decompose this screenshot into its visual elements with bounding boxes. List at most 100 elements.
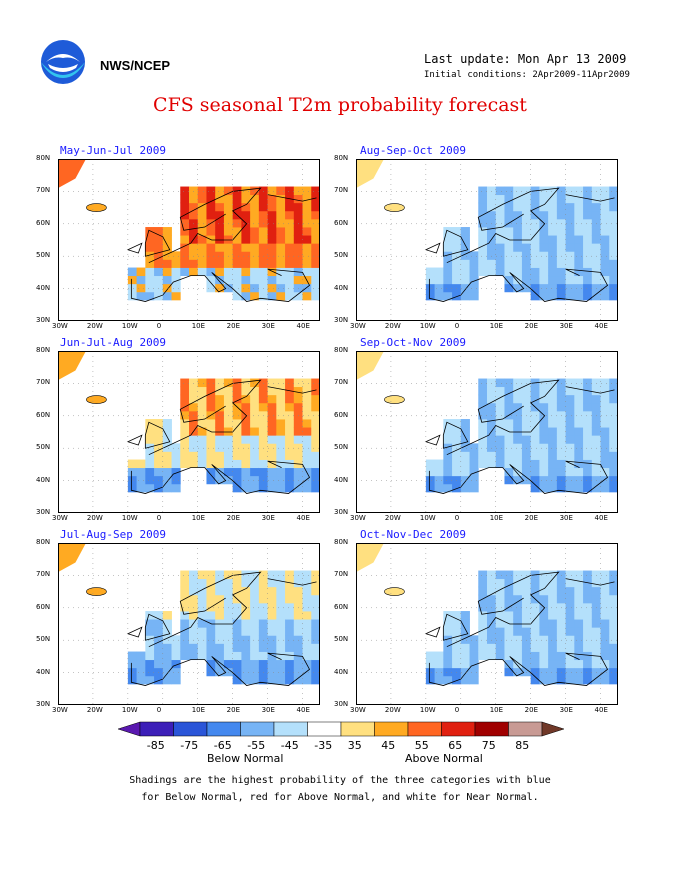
probability-cell xyxy=(136,291,146,301)
probability-cell xyxy=(495,243,505,252)
probability-cell xyxy=(469,443,479,452)
probability-cell xyxy=(434,275,444,285)
probability-cell xyxy=(495,594,505,604)
probability-cell xyxy=(565,635,575,644)
probability-cell xyxy=(530,202,540,212)
probability-cell xyxy=(574,410,584,420)
probability-cell xyxy=(452,243,462,252)
colorbar-tick-label: -85 xyxy=(146,739,165,752)
probability-cell xyxy=(460,267,470,277)
probability-cell xyxy=(539,202,549,212)
probability-cell xyxy=(591,386,601,396)
probability-cell xyxy=(513,443,523,452)
probability-cell xyxy=(539,570,549,580)
probability-cell xyxy=(302,570,312,580)
probability-cell xyxy=(539,291,549,301)
probability-cell xyxy=(276,227,286,236)
probability-cell xyxy=(521,235,532,244)
probability-cell xyxy=(302,451,312,460)
lon-tick-label: 20E xyxy=(524,322,538,330)
iceland xyxy=(384,203,405,212)
probability-cell xyxy=(513,186,523,196)
probability-cell xyxy=(478,410,488,420)
probability-cell xyxy=(293,194,303,204)
lon-tick-label: 10W xyxy=(419,322,436,330)
probability-cell xyxy=(197,459,207,469)
probability-cell xyxy=(223,602,234,612)
probability-cell xyxy=(197,235,207,244)
probability-cell xyxy=(232,394,242,404)
probability-cell xyxy=(504,570,514,580)
probability-cell xyxy=(258,275,268,285)
probability-cell xyxy=(548,667,558,677)
probability-cell xyxy=(293,275,303,285)
probability-cell xyxy=(600,475,610,485)
probability-cell xyxy=(302,227,312,236)
probability-cell xyxy=(487,218,497,228)
probability-cell xyxy=(241,467,251,477)
probability-cell xyxy=(600,586,610,596)
probability-cell xyxy=(145,427,155,436)
probability-cell xyxy=(548,435,558,444)
probability-cell xyxy=(223,394,234,404)
probability-cell xyxy=(609,643,618,652)
probability-cell xyxy=(302,627,312,636)
probability-cell xyxy=(443,275,453,285)
probability-cell xyxy=(197,267,207,277)
probability-cell xyxy=(521,627,532,636)
probability-cell xyxy=(311,202,320,212)
probability-cell xyxy=(591,467,601,477)
probability-cell xyxy=(530,235,540,244)
probability-cell xyxy=(241,427,251,436)
probability-cell xyxy=(162,235,172,244)
probability-cell xyxy=(241,186,251,196)
lat-tick-label: 50N xyxy=(36,251,51,260)
probability-cell xyxy=(583,291,593,301)
probability-cell xyxy=(548,283,558,293)
probability-cell xyxy=(276,267,286,277)
probability-cell xyxy=(521,643,532,652)
probability-cell xyxy=(276,443,286,452)
probability-cell xyxy=(136,283,146,293)
lat-tick-label: 30N xyxy=(334,508,349,516)
probability-cell xyxy=(250,194,260,204)
probability-cell xyxy=(487,459,497,469)
probability-cell xyxy=(293,467,303,477)
probability-cell xyxy=(276,675,286,685)
probability-cell xyxy=(513,570,523,580)
probability-cell xyxy=(556,259,566,268)
probability-cell xyxy=(495,186,505,196)
probability-cell xyxy=(443,651,453,661)
probability-cell xyxy=(591,202,601,212)
probability-cell xyxy=(574,594,584,604)
probability-cell xyxy=(434,283,444,293)
probability-cell xyxy=(548,210,558,220)
probability-cell xyxy=(223,451,234,460)
probability-cell xyxy=(267,586,277,596)
probability-cell xyxy=(487,386,497,396)
probability-cell xyxy=(574,435,584,444)
probability-cell xyxy=(600,659,610,669)
probability-cell xyxy=(311,586,320,596)
probability-cell xyxy=(241,570,251,580)
probability-cell xyxy=(487,451,497,460)
lat-tick-label: 30N xyxy=(334,700,349,708)
probability-cell xyxy=(241,475,251,485)
probability-cell xyxy=(583,427,593,436)
probability-cell xyxy=(521,186,532,196)
probability-cell xyxy=(206,586,216,596)
probability-cell xyxy=(302,259,312,268)
probability-cell xyxy=(302,586,312,596)
probability-cell xyxy=(223,283,234,293)
probability-cell xyxy=(267,419,277,428)
probability-cell xyxy=(521,267,532,277)
probability-cell xyxy=(311,594,320,604)
probability-cell xyxy=(530,627,540,636)
lat-tick-label: 70N xyxy=(334,378,349,387)
probability-cell xyxy=(548,643,558,652)
probability-cell xyxy=(250,635,260,644)
probability-cell xyxy=(302,635,312,644)
probability-cell xyxy=(556,394,566,404)
probability-cell xyxy=(215,635,225,644)
probability-cell xyxy=(293,570,303,580)
